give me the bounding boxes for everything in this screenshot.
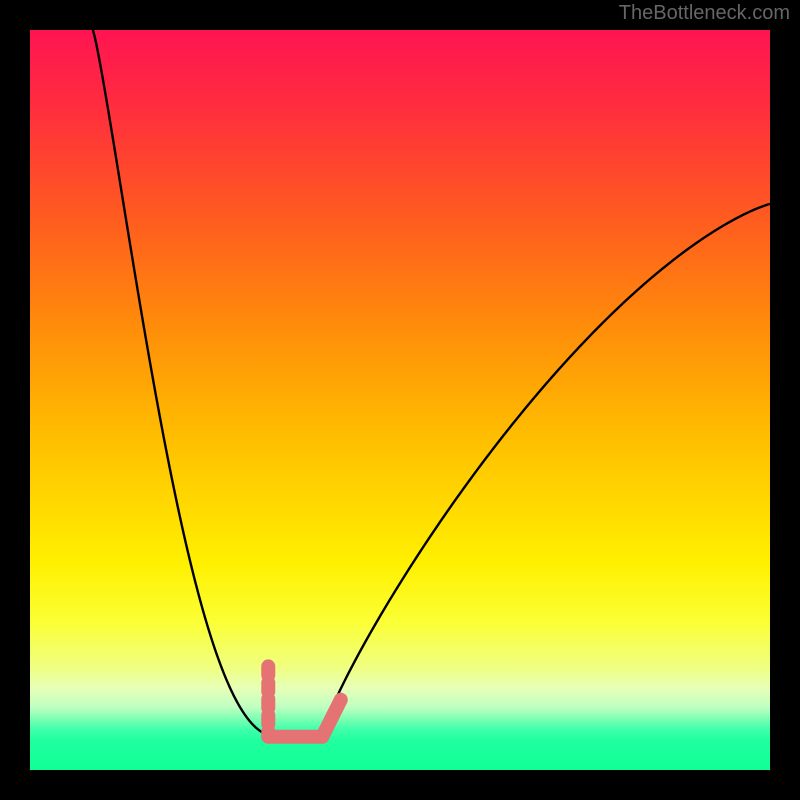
highlight-mark bbox=[268, 666, 341, 736]
v-curve-left bbox=[93, 30, 322, 737]
chart-canvas: TheBottleneck.com bbox=[0, 0, 800, 800]
v-curve-right bbox=[322, 204, 770, 737]
plot-area bbox=[30, 30, 770, 770]
v-curve-layer bbox=[30, 30, 770, 770]
watermark-text: TheBottleneck.com bbox=[619, 2, 790, 25]
